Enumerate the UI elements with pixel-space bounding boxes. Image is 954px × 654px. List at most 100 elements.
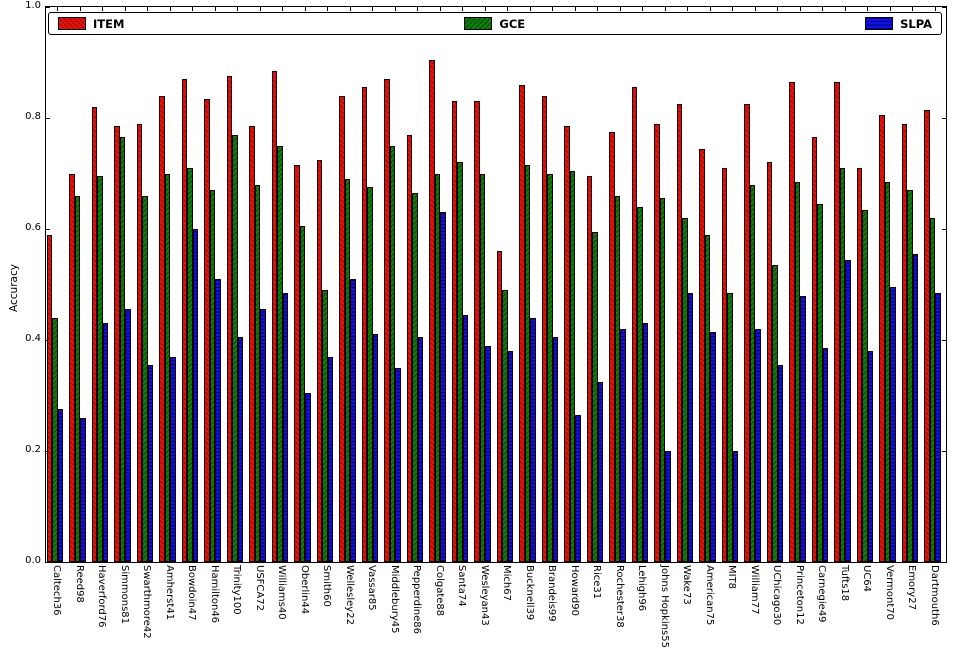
bar-gce [277, 145, 283, 562]
bar-item [496, 251, 503, 562]
x-tick-label: Vermont70 [883, 565, 895, 620]
bar-gce [772, 265, 778, 562]
bar-gce [119, 137, 126, 562]
bar-gce [299, 226, 306, 562]
bar-gce [344, 179, 351, 562]
bar-gce [839, 167, 846, 562]
bar-slpa [642, 323, 649, 562]
bar-item [136, 123, 143, 562]
x-tick [642, 7, 644, 11]
bar-item [789, 81, 795, 562]
x-tick-label: Lehigh96 [636, 565, 648, 612]
bar-gce [367, 187, 373, 562]
bar-item [586, 176, 593, 562]
bar-gce [682, 217, 688, 562]
bar-gce [749, 184, 756, 562]
y-tick-label: 0.2 [25, 444, 41, 455]
bar-gce [412, 192, 418, 562]
bar-item [654, 123, 660, 562]
bar-item [519, 84, 525, 562]
bar-slpa [935, 292, 941, 562]
x-tick-label: UChicago30 [771, 565, 783, 626]
x-tick-label: Caltech36 [51, 565, 63, 616]
bar-item [766, 162, 773, 562]
y-axis-title: Accuracy [8, 264, 20, 312]
legend-label: SLPA [900, 16, 932, 31]
bar-gce [524, 165, 531, 562]
bar-item [676, 104, 683, 562]
x-tick [394, 7, 396, 11]
x-tick [349, 7, 351, 11]
x-tick [934, 7, 936, 11]
bar-gce [187, 167, 193, 562]
bar-slpa [755, 328, 761, 562]
bar-gce [142, 195, 148, 562]
bar-gce [254, 184, 261, 562]
bar-item [721, 167, 728, 562]
bar-gce [884, 181, 891, 562]
bar-item [159, 95, 165, 562]
legend: ITEM GCE SLPA [48, 12, 942, 35]
x-tick-label: Smith60 [321, 565, 333, 607]
y-tick-label: 0.8 [25, 111, 41, 122]
x-tick-label: Princeton12 [793, 565, 805, 625]
y-tick [942, 229, 946, 230]
x-tick-label: Haverford76 [96, 565, 108, 628]
bar-slpa [80, 417, 86, 562]
bar-gce [74, 195, 81, 562]
bar-item [811, 137, 818, 562]
bar-slpa [912, 253, 919, 562]
y-tick-label: 0.4 [25, 333, 41, 344]
x-tick [507, 7, 509, 11]
bar-slpa [507, 351, 514, 562]
x-tick [619, 7, 621, 11]
x-tick-label: Oberlin44 [298, 565, 310, 615]
bar-item [834, 81, 840, 562]
x-tick [664, 7, 666, 11]
bar-item [609, 131, 615, 562]
x-tick [484, 7, 486, 11]
bar-item [271, 70, 278, 562]
x-tick [867, 7, 869, 11]
y-tick [46, 562, 50, 563]
x-tick-label: Trinity100 [231, 565, 243, 615]
x-tick-label: William77 [748, 565, 760, 615]
legend-label: ITEM [93, 16, 125, 31]
bar-slpa [125, 309, 131, 562]
x-tick [709, 7, 711, 11]
x-tick [529, 7, 531, 11]
bar-slpa [327, 356, 334, 562]
x-tick-label: Mich67 [501, 565, 513, 601]
x-tick-label: Howard90 [568, 565, 580, 616]
legend-item-item: ITEM [58, 17, 124, 31]
bar-slpa [350, 278, 356, 562]
bar-item [744, 104, 750, 562]
bar-item [361, 87, 368, 562]
x-tick [79, 7, 81, 11]
x-tick-label: Pepperdine86 [411, 565, 423, 634]
x-tick-label: Wake73 [681, 565, 693, 605]
bar-slpa [777, 364, 784, 562]
bar-item [384, 79, 390, 562]
x-tick [844, 7, 846, 11]
x-tick [439, 7, 441, 11]
bar-slpa [890, 287, 896, 562]
bar-gce [434, 173, 441, 562]
bar-slpa [462, 315, 469, 562]
x-tick [169, 7, 171, 11]
x-tick-label: Middlebury45 [388, 565, 400, 634]
bar-slpa [665, 451, 671, 562]
bar-slpa [102, 323, 109, 562]
bar-slpa [575, 414, 581, 562]
bar-item [541, 95, 548, 562]
x-tick [327, 7, 329, 11]
x-tick-label: Williams40 [276, 565, 288, 620]
bar-slpa [800, 295, 806, 562]
x-tick [417, 7, 419, 11]
x-tick [259, 7, 261, 11]
bar-slpa [417, 337, 424, 562]
bar-gce [637, 206, 643, 562]
bar-slpa [620, 328, 626, 562]
bar-slpa [215, 278, 221, 562]
x-tick [372, 7, 374, 11]
